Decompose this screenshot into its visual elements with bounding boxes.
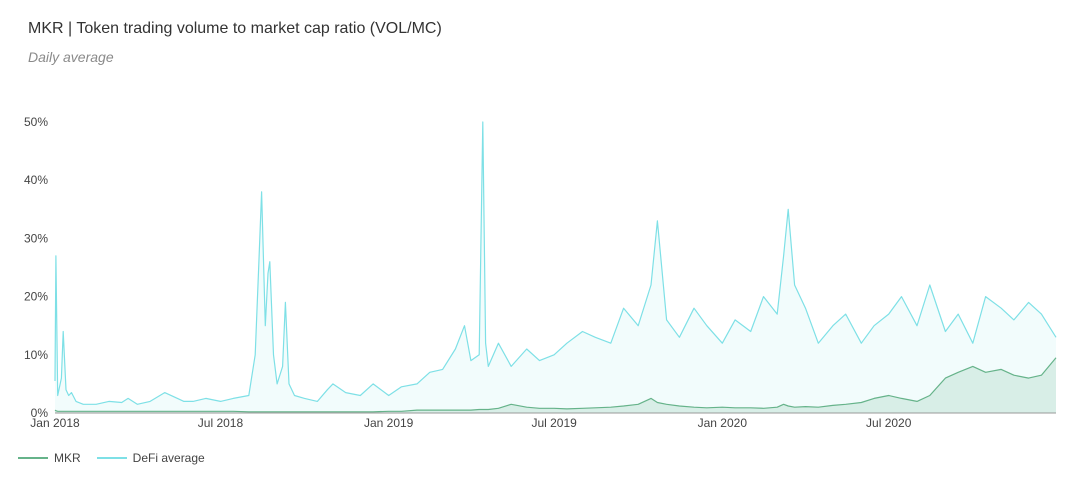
chart-subtitle: Daily average [28,49,114,65]
legend-label-defi-average: DeFi average [132,451,205,465]
y-tick-label: 50% [24,115,48,129]
legend-swatch-mkr [18,457,48,459]
chart-title: MKR | Token trading volume to market cap… [28,20,442,37]
x-tick-label: Jul 2019 [531,416,577,430]
legend-item-defi-average[interactable]: DeFi average [96,451,205,465]
legend-swatch-defi-average [96,457,127,459]
y-tick-label: 0% [31,406,49,420]
series-line-mkr [54,357,1057,413]
x-tick-label: Jan 2018 [30,416,80,430]
series-line-defi-average [54,121,1057,405]
x-tick-label: Jul 2018 [198,416,244,430]
series-area-mkr [55,357,1056,413]
legend-label-mkr: MKR [54,451,81,465]
y-tick-label: 40% [24,173,48,187]
x-tick-label: Jan 2019 [364,416,414,430]
y-tick-label: 20% [24,290,48,304]
series-area-defi-average [55,122,1056,413]
y-tick-label: 30% [24,231,48,245]
x-tick-label: Jul 2020 [866,416,912,430]
x-tick-label: Jan 2020 [698,416,748,430]
legend-item-mkr[interactable]: MKR [18,451,81,465]
legend: MKR DeFi average [18,451,221,465]
y-tick-label: 10% [24,348,48,362]
